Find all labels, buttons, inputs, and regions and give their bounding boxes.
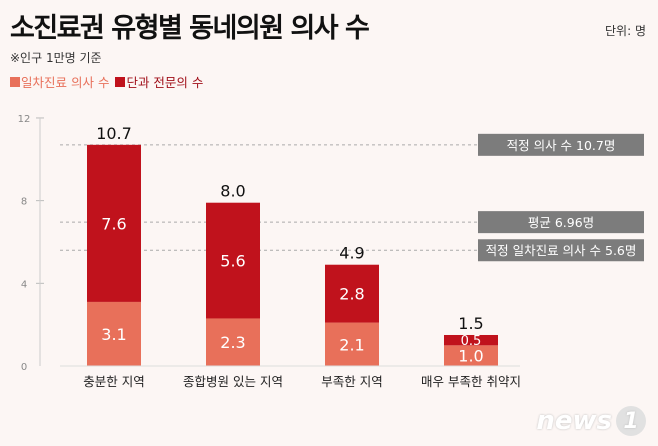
- y-tick-label: 4: [21, 279, 27, 290]
- logo-mark: 1: [616, 406, 646, 436]
- bar-value-label: 2.3: [220, 333, 245, 352]
- bar-value-label: 0.5: [461, 334, 482, 349]
- bar-value-label: 5.6: [220, 252, 245, 271]
- bar-segment-specialist: [206, 202, 260, 319]
- category-label: 종합병원 있는 지역: [183, 374, 283, 389]
- reference-box: [478, 133, 644, 156]
- bar-segment-specialist: [444, 334, 498, 346]
- bar-value-label: 7.6: [101, 214, 126, 233]
- bar-value-label: 1.0: [458, 347, 483, 366]
- legend-label: 단과 전문의 수: [126, 75, 204, 90]
- bar-total-label: 4.9: [339, 244, 364, 263]
- bar-segment-specialist: [325, 264, 379, 323]
- logo-text: news: [536, 406, 612, 436]
- bar-value-label: 2.1: [339, 335, 364, 354]
- y-tick-label: 12: [18, 114, 31, 125]
- bar-segment-primary: [444, 345, 498, 366]
- bar-segment-primary: [325, 322, 379, 366]
- legend-item-primary: 일차진료 의사 수: [10, 72, 109, 91]
- legend-item-specialist: 단과 전문의 수: [115, 72, 203, 91]
- bar-segment-primary: [206, 318, 260, 366]
- legend-swatch-specialist: [115, 76, 126, 87]
- y-tick-label: 8: [21, 197, 27, 208]
- y-tick-label: 0: [21, 362, 27, 373]
- note: ※인구 1만명 기준: [10, 51, 102, 65]
- reference-label: 적정 의사 수 10.7명: [507, 138, 616, 153]
- legend-swatch-primary: [10, 76, 20, 87]
- bar-value-label: 3.1: [101, 325, 126, 344]
- chart-title: 소진료권 유형별 동네의원 의사 수: [10, 13, 370, 44]
- bar-total-label: 10.7: [96, 124, 132, 143]
- bar-segment-primary: [87, 301, 141, 366]
- bar-total-label: 1.5: [458, 314, 483, 333]
- reference-box: [478, 239, 644, 262]
- news1-logo: news 1: [536, 406, 646, 436]
- unit-label: 단위: 명: [605, 24, 646, 38]
- legend: 일차진료 의사 수 단과 전문의 수: [10, 72, 203, 91]
- reference-box: [478, 211, 644, 234]
- bar-total-label: 8.0: [220, 182, 245, 201]
- bar-value-label: 2.8: [339, 285, 364, 304]
- category-label: 매우 부족한 취약지: [421, 374, 521, 389]
- bar-segment-specialist: [87, 144, 141, 302]
- legend-label: 일차진료 의사 수: [21, 75, 110, 90]
- reference-label: 평균 6.96명: [528, 215, 594, 230]
- category-label: 충분한 지역: [83, 374, 144, 389]
- reference-label: 적정 일차진료 의사 수 5.6명: [486, 243, 637, 258]
- category-label: 부족한 지역: [321, 374, 382, 389]
